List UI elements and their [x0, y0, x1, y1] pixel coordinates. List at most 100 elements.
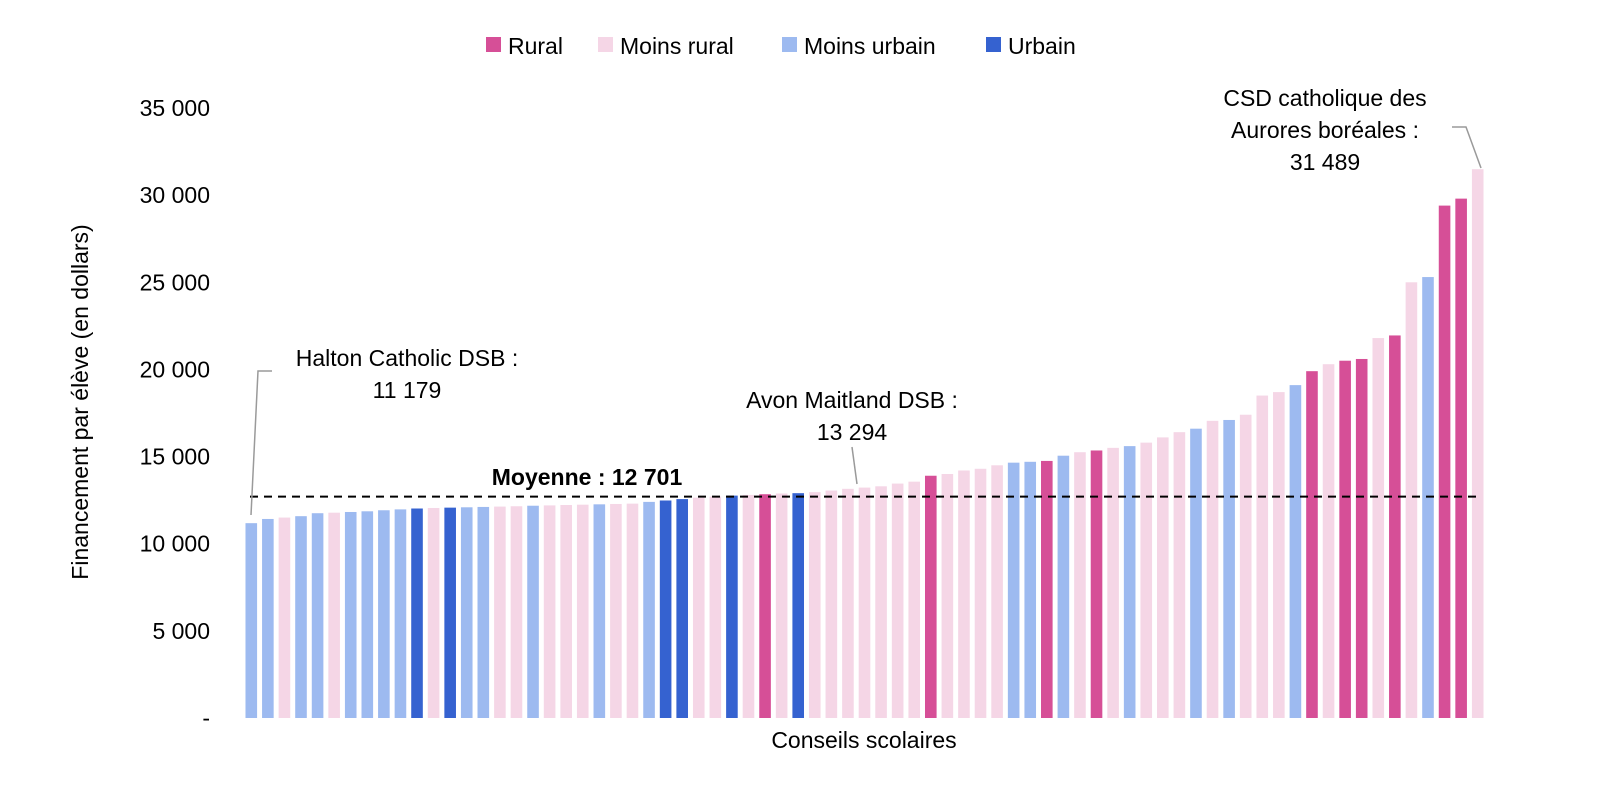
- bar: [692, 497, 705, 718]
- bar: [328, 512, 340, 718]
- x-axis-title: Conseils scolaires: [771, 727, 956, 753]
- bar: [510, 506, 523, 718]
- annotation-label: 13 294: [817, 419, 888, 445]
- legend-swatch: [986, 37, 1001, 52]
- annotation-label: 31 489: [1290, 149, 1360, 175]
- bar: [1306, 371, 1318, 718]
- bar: [825, 490, 838, 718]
- bar: [444, 507, 456, 718]
- bar: [1322, 364, 1335, 718]
- y-tick-label: 30 000: [140, 182, 210, 208]
- legend-swatch: [486, 37, 501, 52]
- bar: [875, 486, 887, 718]
- bar: [908, 481, 921, 718]
- bar: [891, 483, 904, 718]
- bar: [759, 494, 771, 718]
- bar: [1024, 461, 1037, 718]
- bar: [1107, 447, 1119, 718]
- bar: [792, 493, 805, 718]
- annotation-label: CSD catholique des: [1223, 85, 1426, 111]
- bar: [1389, 335, 1401, 718]
- bar: [659, 500, 672, 718]
- bar: [1471, 169, 1484, 718]
- bar: [858, 487, 871, 718]
- bar: [1074, 452, 1086, 718]
- legend-swatch: [782, 37, 797, 52]
- bar: [1090, 450, 1103, 718]
- annotation-leader: [250, 370, 272, 516]
- y-axis-title: Financement par élève (en dollars): [67, 224, 93, 579]
- mean-line-group: Moyenne : 12 701: [250, 464, 1482, 498]
- bar: [610, 503, 622, 718]
- bar: [626, 503, 639, 718]
- legend-label: Moins urbain: [804, 33, 936, 59]
- bars: [245, 169, 1484, 719]
- bar: [560, 505, 572, 718]
- bar: [958, 470, 970, 718]
- bar: [1455, 198, 1467, 719]
- y-tick-label: 5 000: [152, 618, 210, 644]
- legend-label: Urbain: [1008, 33, 1076, 59]
- legend-swatch: [598, 37, 613, 52]
- bar: [295, 516, 307, 718]
- bar: [394, 509, 407, 718]
- bar: [1057, 455, 1070, 718]
- mean-label: Moyenne : 12 701: [492, 464, 683, 490]
- bar: [1223, 419, 1235, 718]
- bar: [361, 511, 374, 718]
- bar: [842, 488, 854, 718]
- bar: [1206, 420, 1219, 718]
- bar: [726, 495, 738, 718]
- bar: [494, 506, 506, 718]
- bar: [1123, 446, 1136, 718]
- legend: Rural Moins rural Moins urbain Urbain: [486, 33, 1076, 59]
- y-tick-label: 15 000: [140, 444, 210, 470]
- annotation-label: Halton Catholic DSB :: [296, 345, 518, 371]
- bar: [344, 511, 357, 718]
- bar: [1173, 432, 1186, 718]
- y-tick-label: 10 000: [140, 531, 210, 557]
- bar: [527, 505, 539, 718]
- bar: [311, 513, 324, 718]
- bar: [1157, 437, 1169, 718]
- bar: [411, 508, 423, 718]
- bar: [278, 517, 291, 718]
- bar: [1273, 392, 1285, 718]
- bar: [1339, 360, 1351, 718]
- bar: [676, 499, 688, 718]
- bar: [427, 507, 440, 718]
- annotation-label: 11 179: [373, 377, 442, 403]
- bar: [742, 494, 755, 718]
- annotation-label: Avon Maitland DSB :: [746, 387, 958, 413]
- annotation-leader: [851, 446, 858, 485]
- bar: [576, 504, 589, 718]
- bar: [808, 492, 821, 718]
- bar: [991, 465, 1003, 718]
- y-tick-label: 35 000: [140, 95, 210, 121]
- bar: [543, 505, 556, 718]
- annotation-leader: [1452, 126, 1482, 169]
- legend-label: Moins rural: [620, 33, 734, 59]
- bar: [709, 496, 722, 718]
- bar: [460, 507, 473, 718]
- bar: [1041, 460, 1053, 718]
- bar: [1355, 358, 1368, 718]
- bar: [1140, 442, 1153, 718]
- bar: [1289, 385, 1302, 718]
- bar: [1190, 428, 1202, 718]
- annotation-label: Aurores boréales :: [1231, 117, 1419, 143]
- y-tick-label: -: [202, 705, 210, 731]
- bar: [775, 493, 788, 718]
- bar: [1007, 462, 1020, 718]
- bar: [477, 506, 490, 718]
- bar: [1239, 414, 1252, 718]
- bar: [593, 504, 606, 718]
- y-axis-ticks: - 5 000 10 000 15 000 20 000 25 000 30 000 35 0…: [140, 95, 210, 731]
- bar: [245, 523, 258, 718]
- annotations: Halton Catholic DSB : 11 179 Avon Maitland…: [250, 85, 1482, 516]
- bar: [643, 501, 655, 718]
- bar: [974, 468, 987, 718]
- y-tick-label: 25 000: [140, 269, 210, 295]
- bar: [262, 518, 274, 718]
